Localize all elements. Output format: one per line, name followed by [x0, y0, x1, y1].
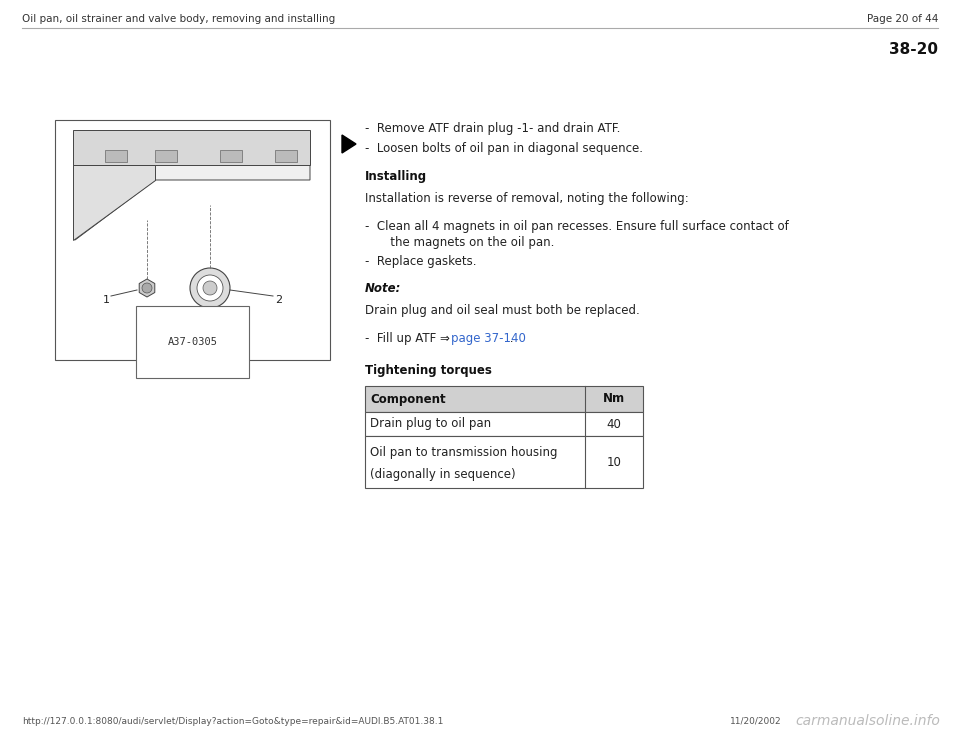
Circle shape: [142, 283, 152, 293]
Text: 1: 1: [103, 295, 110, 305]
Text: carmanualsoline.info: carmanualsoline.info: [795, 714, 940, 728]
Text: Installing: Installing: [365, 170, 427, 183]
Text: Drain plug and oil seal must both be replaced.: Drain plug and oil seal must both be rep…: [365, 304, 639, 317]
FancyBboxPatch shape: [155, 150, 177, 162]
Text: -  Clean all 4 magnets in oil pan recesses. Ensure full surface contact of: - Clean all 4 magnets in oil pan recesse…: [365, 220, 789, 233]
Text: A37-0305: A37-0305: [167, 337, 218, 347]
Circle shape: [190, 268, 230, 308]
Text: Note:: Note:: [365, 282, 401, 295]
FancyBboxPatch shape: [220, 150, 242, 162]
FancyBboxPatch shape: [105, 150, 127, 162]
Text: -  Loosen bolts of oil pan in diagonal sequence.: - Loosen bolts of oil pan in diagonal se…: [365, 142, 643, 155]
Text: http://127.0.0.1:8080/audi/servlet/Display?action=Goto&type=repair&id=AUDI.B5.AT: http://127.0.0.1:8080/audi/servlet/Displ…: [22, 717, 444, 726]
Text: Component: Component: [370, 393, 445, 405]
Text: Page 20 of 44: Page 20 of 44: [867, 14, 938, 24]
FancyBboxPatch shape: [365, 436, 643, 488]
Text: 2: 2: [275, 295, 282, 305]
Circle shape: [203, 281, 217, 295]
Text: 10: 10: [607, 456, 621, 468]
Text: the magnets on the oil pan.: the magnets on the oil pan.: [379, 236, 554, 249]
Text: Installation is reverse of removal, noting the following:: Installation is reverse of removal, noti…: [365, 192, 688, 205]
Text: -  Replace gaskets.: - Replace gaskets.: [365, 255, 476, 268]
Circle shape: [197, 275, 223, 301]
Text: Oil pan, oil strainer and valve body, removing and installing: Oil pan, oil strainer and valve body, re…: [22, 14, 335, 24]
Text: (diagonally in sequence): (diagonally in sequence): [370, 468, 516, 481]
Text: Drain plug to oil pan: Drain plug to oil pan: [370, 418, 492, 430]
FancyBboxPatch shape: [365, 412, 643, 436]
FancyBboxPatch shape: [275, 150, 297, 162]
Text: Oil pan to transmission housing: Oil pan to transmission housing: [370, 446, 558, 459]
Text: 38-20: 38-20: [889, 42, 938, 57]
Text: page 37-140: page 37-140: [451, 332, 526, 345]
Text: -  Fill up ATF ⇒: - Fill up ATF ⇒: [365, 332, 454, 345]
Text: Nm: Nm: [603, 393, 625, 405]
Polygon shape: [73, 130, 310, 165]
Polygon shape: [73, 165, 155, 240]
FancyBboxPatch shape: [365, 386, 643, 412]
Text: .: .: [507, 332, 514, 345]
Polygon shape: [342, 135, 356, 153]
Text: 11/20/2002: 11/20/2002: [730, 717, 781, 726]
Polygon shape: [75, 160, 310, 240]
FancyBboxPatch shape: [55, 120, 330, 360]
Text: Tightening torques: Tightening torques: [365, 364, 492, 377]
Text: -  Remove ATF drain plug -1- and drain ATF.: - Remove ATF drain plug -1- and drain AT…: [365, 122, 620, 135]
Text: 40: 40: [607, 418, 621, 430]
